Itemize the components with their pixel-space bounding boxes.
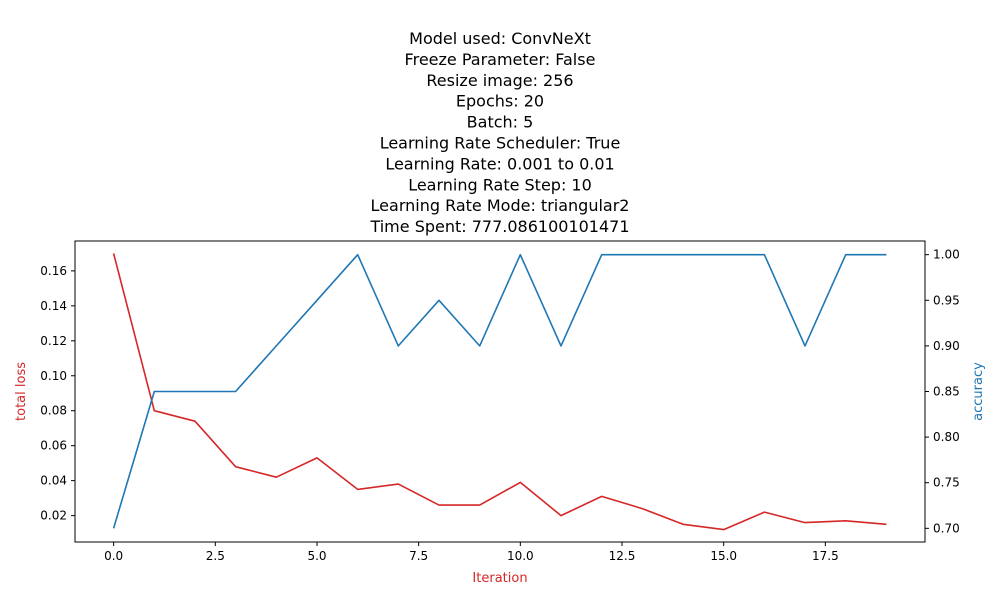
title-line: Learning Rate Scheduler: True bbox=[380, 134, 621, 153]
x-tick-label: 0.0 bbox=[104, 549, 123, 563]
chart-title: Model used: ConvNeXt Freeze Parameter: Fa… bbox=[369, 29, 629, 236]
right-y-tick-label: 0.95 bbox=[933, 293, 960, 307]
right-y-tick-label: 0.75 bbox=[933, 476, 960, 490]
x-tick-label: 7.5 bbox=[409, 549, 428, 563]
x-axis-label: Iteration bbox=[472, 571, 527, 586]
right-y-tick-label: 0.90 bbox=[933, 339, 960, 353]
plot-area bbox=[112, 253, 887, 531]
left-y-tick-label: 0.08 bbox=[40, 404, 67, 418]
right-y-tick-label: 1.00 bbox=[933, 248, 960, 262]
left-y-tick-label: 0.16 bbox=[40, 264, 67, 278]
x-axis-ticks: 0.0 2.5 5.0 7.5 10.0 12.5 15.0 17.5 bbox=[104, 542, 839, 563]
left-y-tick-label: 0.06 bbox=[40, 439, 67, 453]
left-y-tick-label: 0.02 bbox=[40, 509, 67, 523]
right-y-tick-label: 0.70 bbox=[933, 521, 960, 535]
title-line: Time Spent: 777.086100101471 bbox=[369, 217, 629, 236]
left-y-tick-label: 0.14 bbox=[40, 299, 67, 313]
title-line: Epochs: 20 bbox=[456, 92, 544, 111]
title-line: Resize image: 256 bbox=[426, 71, 573, 90]
x-tick-label: 2.5 bbox=[206, 549, 225, 563]
title-line: Learning Rate Step: 10 bbox=[408, 175, 592, 194]
left-y-tick-label: 0.04 bbox=[40, 474, 67, 488]
right-y-axis-label: accuracy bbox=[971, 362, 986, 421]
x-tick-label: 12.5 bbox=[609, 549, 636, 563]
title-line: Batch: 5 bbox=[467, 113, 534, 132]
title-line: Freeze Parameter: False bbox=[405, 50, 596, 69]
title-line: Learning Rate: 0.001 to 0.01 bbox=[385, 154, 614, 173]
left-y-tick-label: 0.10 bbox=[40, 369, 67, 383]
x-tick-label: 15.0 bbox=[710, 549, 737, 563]
x-tick-label: 10.0 bbox=[507, 549, 534, 563]
left-y-tick-label: 0.12 bbox=[40, 334, 67, 348]
title-line: Learning Rate Mode: triangular2 bbox=[371, 196, 630, 215]
left-y-axis-ticks: 0.02 0.04 0.06 0.08 0.10 0.12 0.14 0.16 bbox=[40, 264, 75, 523]
right-y-axis-ticks: 0.70 0.75 0.80 0.85 0.90 0.95 1.00 bbox=[925, 248, 960, 535]
accuracy-series-line bbox=[112, 253, 887, 529]
right-y-tick-label: 0.85 bbox=[933, 385, 960, 399]
x-tick-label: 5.0 bbox=[307, 549, 326, 563]
x-tick-label: 17.5 bbox=[812, 549, 839, 563]
right-y-tick-label: 0.80 bbox=[933, 430, 960, 444]
left-y-axis-label: total loss bbox=[14, 362, 29, 421]
title-line: Model used: ConvNeXt bbox=[409, 29, 591, 48]
loss-series-line bbox=[112, 253, 887, 531]
